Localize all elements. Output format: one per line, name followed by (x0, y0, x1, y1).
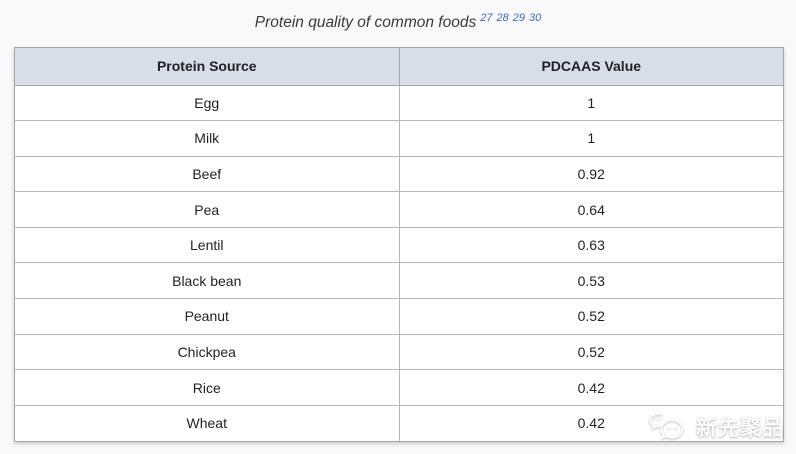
cell-pdcaas-value: 0.52 (398, 333, 783, 371)
cell-protein-source: Pea (15, 191, 400, 228)
table-row: Peanut 0.52 (15, 298, 783, 335)
cell-pdcaas-value: 0.42 (398, 404, 783, 441)
table-header-row: Protein Source PDCAAS Value (15, 48, 783, 86)
table-row: Wheat 0.42 (15, 404, 783, 441)
cell-pdcaas-value: 0.53 (398, 262, 783, 300)
cell-protein-source: Black bean (15, 262, 400, 300)
cell-protein-source: Beef (15, 155, 400, 193)
pdcaas-table-container: Protein Source PDCAAS Value Egg 1 Milk 1… (14, 47, 784, 442)
column-header-pdcaas-value: PDCAAS Value (398, 48, 783, 86)
cell-pdcaas-value: 0.42 (398, 369, 783, 406)
table-row: Lentil 0.63 (15, 226, 783, 264)
table-row: Rice 0.42 (15, 369, 783, 406)
cell-protein-source: Egg (15, 84, 400, 122)
cell-protein-source: Peanut (15, 298, 400, 335)
table-row: Beef 0.92 (15, 155, 783, 193)
table-row: Chickpea 0.52 (15, 333, 783, 371)
cell-protein-source: Rice (15, 369, 400, 406)
reference-link-27[interactable]: 27 (480, 12, 493, 24)
reference-link-29[interactable]: 29 (512, 12, 525, 24)
reference-superscripts: 27 28 29 30 (476, 9, 541, 24)
cell-protein-source: Lentil (15, 226, 400, 264)
cell-protein-source: Wheat (15, 404, 400, 441)
reference-link-28[interactable]: 28 (496, 12, 509, 24)
column-header-protein-source: Protein Source (15, 48, 400, 86)
pdcaas-table: Protein Source PDCAAS Value Egg 1 Milk 1… (15, 48, 783, 441)
cell-pdcaas-value: 0.92 (398, 155, 783, 193)
table-row: Egg 1 (15, 84, 783, 122)
reference-link-30[interactable]: 30 (528, 12, 542, 24)
cell-pdcaas-value: 0.64 (398, 191, 783, 228)
table-row: Milk 1 (15, 120, 783, 157)
cell-pdcaas-value: 1 (398, 84, 783, 122)
table-row: Pea 0.64 (15, 191, 783, 228)
cell-pdcaas-value: 0.52 (398, 298, 783, 335)
cell-protein-source: Milk (15, 120, 400, 157)
cell-pdcaas-value: 0.63 (398, 226, 783, 264)
table-row: Black bean 0.53 (15, 262, 783, 300)
cell-pdcaas-value: 1 (398, 120, 783, 157)
caption-title: Protein quality of common foods (254, 14, 477, 32)
table-caption: Protein quality of common foods 27 28 29 30 (0, 0, 796, 33)
cell-protein-source: Chickpea (15, 333, 400, 371)
